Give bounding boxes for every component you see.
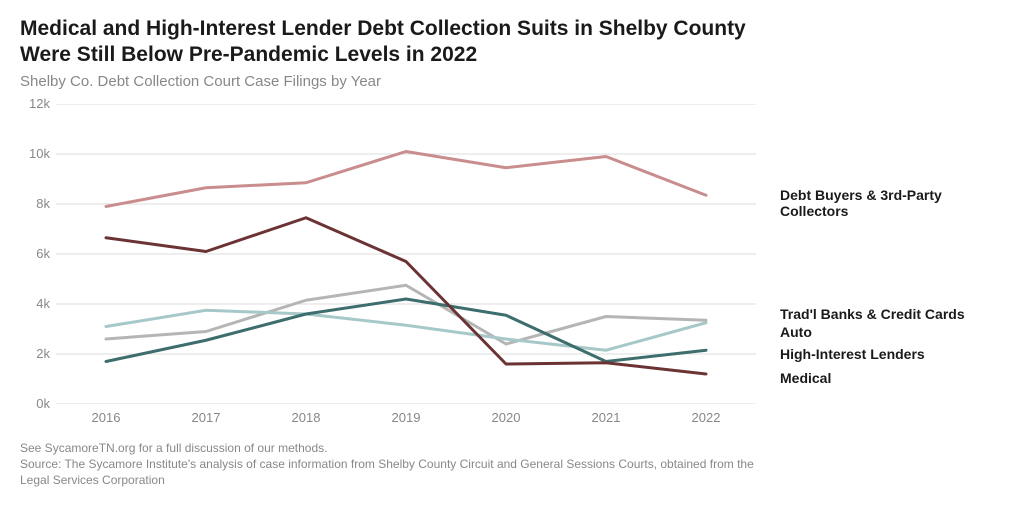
chart-svg: [56, 104, 756, 404]
x-tick-label: 2019: [376, 410, 436, 425]
chart-title: Medical and High-Interest Lender Debt Co…: [20, 16, 1004, 69]
y-tick-label: 4k: [20, 296, 50, 311]
x-tick-label: 2018: [276, 410, 336, 425]
chart-subtitle: Shelby Co. Debt Collection Court Case Fi…: [20, 73, 1004, 90]
series-label: Auto: [780, 324, 812, 340]
x-tick-label: 2016: [76, 410, 136, 425]
title-line-2: Were Still Below Pre-Pandemic Levels in …: [20, 43, 477, 66]
y-tick-label: 12k: [20, 96, 50, 111]
series-line: [106, 217, 706, 373]
series-line: [106, 285, 706, 344]
series-line: [106, 151, 706, 206]
footer-line-2: Source: The Sycamore Institute's analysi…: [20, 456, 1004, 472]
x-tick-label: 2020: [476, 410, 536, 425]
series-label: High-Interest Lenders: [780, 346, 925, 362]
series-label: Medical: [780, 370, 831, 386]
series-label: Debt Buyers & 3rd-PartyCollectors: [780, 187, 942, 219]
y-tick-label: 10k: [20, 146, 50, 161]
y-tick-label: 8k: [20, 196, 50, 211]
footer-line-3: Legal Services Corporation: [20, 472, 1004, 488]
x-tick-label: 2021: [576, 410, 636, 425]
series-label: Trad'l Banks & Credit Cards: [780, 306, 965, 322]
x-tick-label: 2022: [676, 410, 736, 425]
y-tick-label: 6k: [20, 246, 50, 261]
footer-line-1: See SycamoreTN.org for a full discussion…: [20, 440, 1004, 456]
series-line: [106, 299, 706, 362]
y-tick-label: 0k: [20, 396, 50, 411]
y-tick-label: 2k: [20, 346, 50, 361]
chart-footer: See SycamoreTN.org for a full discussion…: [20, 440, 1004, 489]
chart-area: 0k2k4k6k8k10k12k201620172018201920202021…: [20, 104, 1000, 434]
title-line-1: Medical and High-Interest Lender Debt Co…: [20, 17, 746, 40]
x-tick-label: 2017: [176, 410, 236, 425]
